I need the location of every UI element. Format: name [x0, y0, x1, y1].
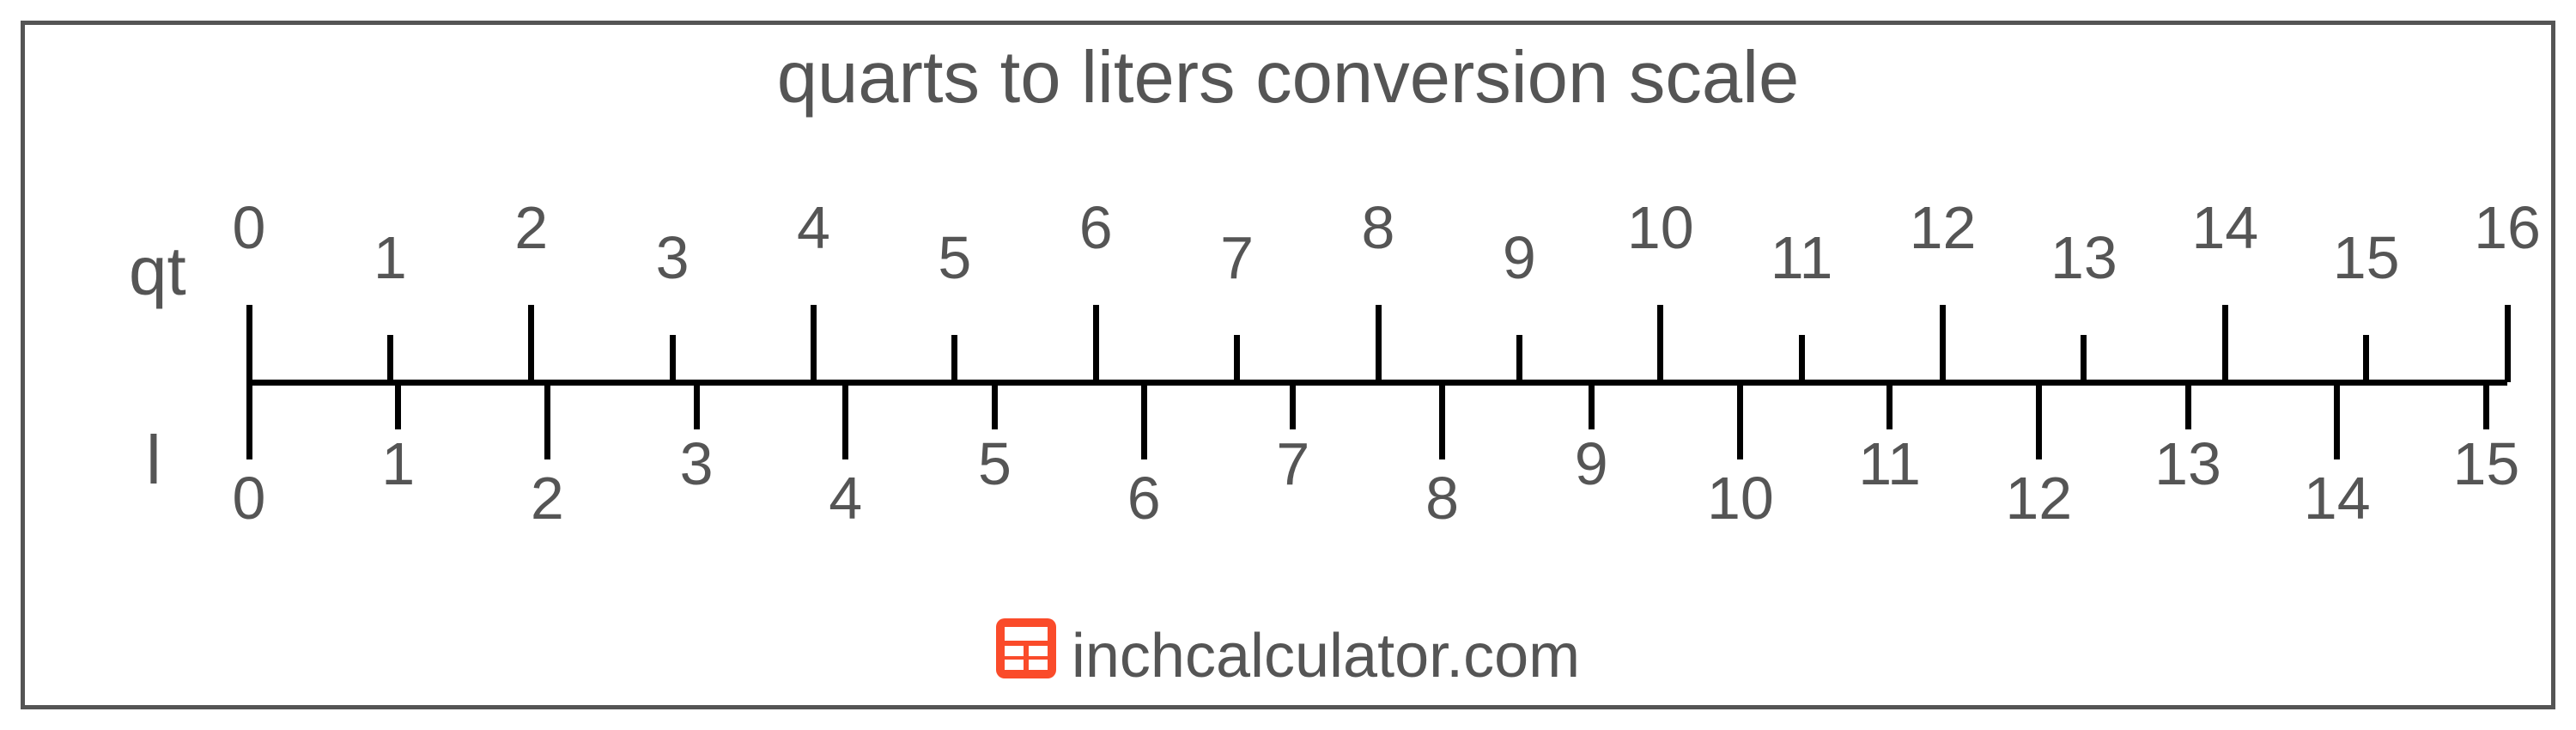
- top-tick: [2081, 335, 2087, 382]
- bottom-tick: [1589, 382, 1595, 429]
- top-tick-label: 14: [2191, 193, 2258, 262]
- bottom-tick-label: 2: [531, 464, 564, 532]
- bottom-tick: [246, 382, 252, 459]
- bottom-tick-label: 12: [2005, 464, 2072, 532]
- top-tick-label: 2: [514, 193, 548, 262]
- top-tick-label: 7: [1220, 223, 1254, 292]
- bottom-tick: [1439, 382, 1445, 459]
- top-tick-label: 12: [1910, 193, 1977, 262]
- top-tick: [1657, 305, 1663, 382]
- bottom-tick: [1886, 382, 1893, 429]
- bottom-tick-label: 0: [233, 464, 266, 532]
- bottom-unit-label-text: l: [146, 422, 161, 498]
- top-tick: [1093, 305, 1099, 382]
- bottom-tick: [544, 382, 550, 459]
- top-tick: [2363, 335, 2369, 382]
- diagram-frame: [21, 21, 2555, 709]
- bottom-tick: [2036, 382, 2042, 459]
- bottom-tick-label: 1: [381, 429, 415, 498]
- bottom-tick: [2334, 382, 2340, 459]
- bottom-tick-label: 6: [1127, 464, 1161, 532]
- top-unit-label: qt: [129, 232, 186, 311]
- bottom-tick-label: 7: [1276, 429, 1309, 498]
- bottom-tick-label: 11: [1858, 429, 1921, 498]
- bottom-tick-label: 3: [680, 429, 714, 498]
- bottom-tick: [1141, 382, 1147, 459]
- top-tick-label: 15: [2333, 223, 2400, 292]
- top-tick-label: 0: [233, 193, 266, 262]
- top-tick-label: 8: [1362, 193, 1395, 262]
- top-unit-label-text: qt: [129, 233, 186, 309]
- top-tick: [1234, 335, 1240, 382]
- top-tick-label: 10: [1627, 193, 1694, 262]
- top-tick: [246, 305, 252, 382]
- top-tick-label: 3: [656, 223, 690, 292]
- footer-text: inchcalculator.com: [1072, 621, 1580, 691]
- bottom-tick: [694, 382, 700, 429]
- top-tick-label: 13: [2050, 223, 2117, 292]
- bottom-tick-label: 10: [1707, 464, 1774, 532]
- diagram-title: quarts to liters conversion scale: [0, 36, 2576, 120]
- top-tick: [387, 335, 393, 382]
- bottom-tick-label: 4: [829, 464, 862, 532]
- diagram-title-text: quarts to liters conversion scale: [777, 37, 1800, 119]
- calculator-icon: [996, 618, 1056, 693]
- bottom-tick-label: 13: [2154, 429, 2221, 498]
- bottom-tick: [992, 382, 998, 429]
- top-tick-label: 6: [1079, 193, 1113, 262]
- bottom-tick-label: 9: [1575, 429, 1608, 498]
- top-tick: [1799, 335, 1805, 382]
- bottom-tick: [2483, 382, 2489, 429]
- top-tick: [2222, 305, 2228, 382]
- top-tick-label: 4: [797, 193, 830, 262]
- top-tick: [811, 305, 817, 382]
- top-tick-label: 11: [1771, 223, 1833, 292]
- top-tick: [528, 305, 534, 382]
- bottom-unit-label: l: [146, 421, 161, 500]
- bottom-tick-label: 5: [978, 429, 1012, 498]
- top-tick: [951, 335, 957, 382]
- bottom-tick: [1737, 382, 1743, 459]
- top-tick: [670, 335, 676, 382]
- bottom-tick: [395, 382, 401, 429]
- top-tick: [2505, 305, 2511, 382]
- top-tick: [1940, 305, 1946, 382]
- bottom-tick: [842, 382, 848, 459]
- top-tick-label: 1: [374, 223, 407, 292]
- top-tick: [1516, 335, 1522, 382]
- top-tick-label: 16: [2474, 193, 2541, 262]
- bottom-tick: [2185, 382, 2191, 429]
- bottom-tick-label: 15: [2452, 429, 2519, 498]
- top-tick: [1376, 305, 1382, 382]
- footer: inchcalculator.com: [0, 618, 2576, 693]
- top-tick-label: 5: [938, 223, 971, 292]
- top-tick-label: 9: [1503, 223, 1536, 292]
- bottom-tick-label: 8: [1425, 464, 1459, 532]
- bottom-tick-label: 14: [2304, 464, 2371, 532]
- bottom-tick: [1290, 382, 1296, 429]
